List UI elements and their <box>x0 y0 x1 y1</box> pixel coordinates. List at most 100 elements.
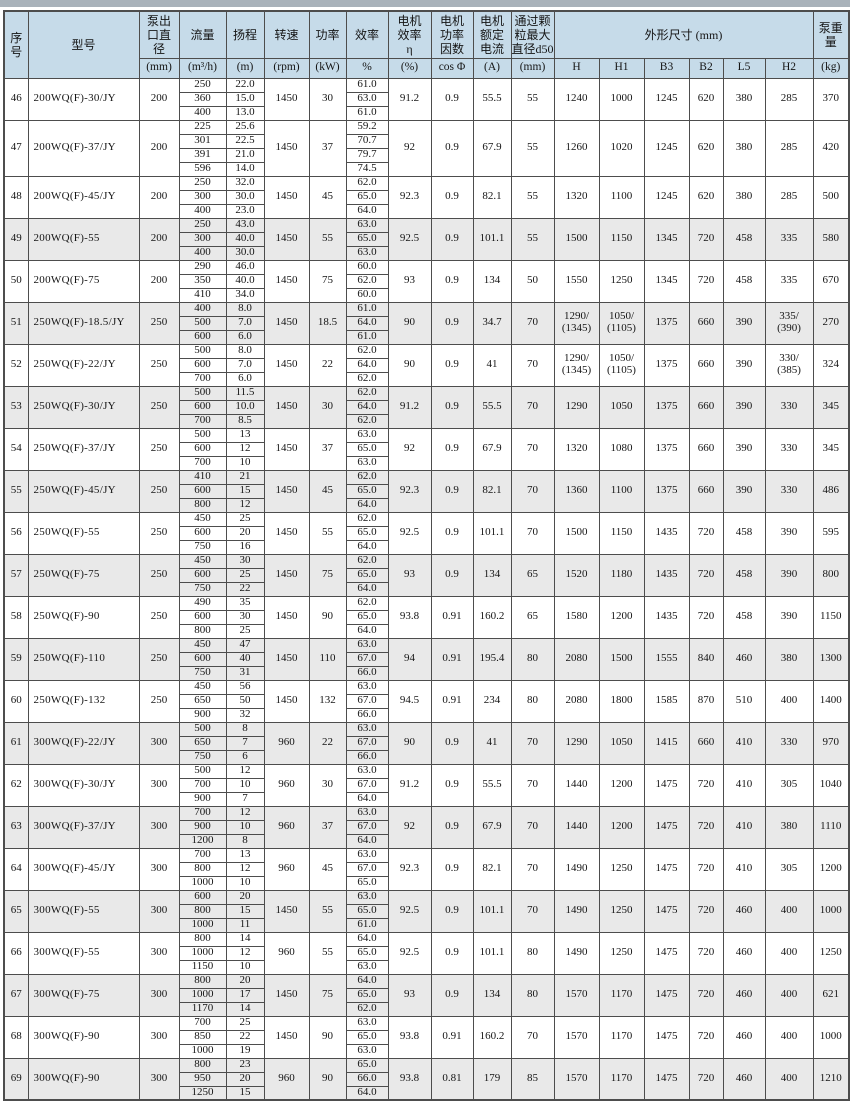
cell-outlet-diameter: 300 <box>138 973 180 1017</box>
cell-dim-H2: 400 <box>764 1057 814 1101</box>
unit-max-particle: (mm) <box>510 57 555 79</box>
cell-flow: 800 <box>178 1057 227 1073</box>
dim-col-B2: B2 <box>688 57 724 79</box>
cell-dim-B2: 660 <box>688 427 724 471</box>
cell-dim-H: 1320 <box>553 175 600 219</box>
table-row: 61 300WQ(F)-22/JY 300 500 8 960 22 63.0 90 0.9 41 7… <box>3 721 850 765</box>
cell-speed: 1450 <box>263 77 310 121</box>
cell-power-factor: 0.91 <box>430 679 474 723</box>
cell-outlet-diameter: 250 <box>138 553 180 597</box>
col-header-speed: 转速 <box>263 10 310 59</box>
cell-head: 7.0 <box>225 357 265 373</box>
cell-dim-B2: 870 <box>688 679 724 723</box>
pump-spec-table: 序 号 型号 泵出 口直 径 流量 扬程 转速 功率 效率 电机 效率 η 电机… <box>3 10 850 1101</box>
cell-efficiency: 62.0 <box>345 371 389 387</box>
cell-head: 32.0 <box>225 175 265 191</box>
cell-pump-weight: 1000 <box>812 889 850 933</box>
cell-flow: 400 <box>178 245 227 261</box>
cell-dim-H1: 1800 <box>598 679 645 723</box>
cell-dim-H2: 380 <box>764 805 814 849</box>
cell-efficiency: 61.0 <box>345 105 389 121</box>
cell-dim-H1: 1200 <box>598 763 645 807</box>
cell-efficiency: 62.0 <box>345 175 389 191</box>
cell-dim-B3: 1375 <box>643 427 690 471</box>
cell-power: 110 <box>308 637 347 681</box>
cell-dim-B2: 720 <box>688 595 724 639</box>
cell-head: 25 <box>225 511 265 527</box>
cell-head: 20 <box>225 973 265 989</box>
cell-head: 17 <box>225 987 265 1003</box>
cell-speed: 960 <box>263 721 310 765</box>
cell-speed: 1450 <box>263 385 310 429</box>
cell-outlet-diameter: 300 <box>138 1057 180 1101</box>
cell-efficiency: 63.0 <box>345 959 389 975</box>
table-row: 900 10 67.0 <box>4 819 849 835</box>
cell-flow: 300 <box>178 189 227 205</box>
cell-efficiency: 63.0 <box>345 805 389 821</box>
cell-model: 250WQ(F)-45/JY <box>27 469 140 513</box>
cell-efficiency: 65.0 <box>345 987 389 1003</box>
cell-rated-current: 82.1 <box>472 847 512 891</box>
cell-flow: 600 <box>178 441 227 457</box>
cell-motor-efficiency: 92.5 <box>387 889 432 933</box>
table-row: 600 15 65.0 <box>4 483 849 499</box>
table-row: 391 21.0 79.7 <box>4 147 849 163</box>
cell-power-factor: 0.9 <box>430 77 474 121</box>
cell-max-particle: 70 <box>510 847 555 891</box>
cell-max-particle: 50 <box>510 259 555 303</box>
cell-max-particle: 70 <box>510 1015 555 1059</box>
cell-dim-H2: 400 <box>764 1015 814 1059</box>
cell-dim-B3: 1375 <box>643 301 690 345</box>
cell-dim-H1: 1170 <box>598 1057 645 1101</box>
cell-head: 31 <box>225 665 265 681</box>
cell-motor-efficiency: 93 <box>387 553 432 597</box>
cell-flow: 1250 <box>178 1085 227 1101</box>
cell-pump-weight: 1150 <box>812 595 850 639</box>
table-row: 596 14.0 74.5 <box>4 161 849 177</box>
cell-flow: 391 <box>178 147 227 163</box>
cell-rated-current: 55.5 <box>472 763 512 807</box>
cell-serial: 47 <box>3 119 29 177</box>
cell-power: 75 <box>308 259 347 303</box>
cell-flow: 400 <box>178 105 227 121</box>
cell-outlet-diameter: 250 <box>138 301 180 345</box>
cell-max-particle: 70 <box>510 385 555 429</box>
cell-motor-efficiency: 92.3 <box>387 469 432 513</box>
cell-power-factor: 0.9 <box>430 175 474 219</box>
table-row: 500 7.0 64.0 <box>4 315 849 331</box>
col-header-power-factor: 电机 功率 因数 <box>430 10 474 59</box>
cell-rated-current: 82.1 <box>472 469 512 513</box>
cell-head: 13.0 <box>225 105 265 121</box>
cell-motor-efficiency: 94.5 <box>387 679 432 723</box>
cell-motor-efficiency: 93 <box>387 973 432 1017</box>
cell-efficiency: 62.0 <box>345 511 389 527</box>
cell-dim-L5: 410 <box>722 847 766 891</box>
table-row: 67 300WQ(F)-75 300 800 20 1450 75 64.0 93 0.9 134 8… <box>3 973 850 1017</box>
cell-flow: 900 <box>178 819 227 835</box>
col-header-efficiency: 效率 <box>345 10 389 59</box>
cell-flow: 1000 <box>178 875 227 891</box>
cell-dim-L5: 390 <box>722 343 766 387</box>
cell-flow: 800 <box>178 623 227 639</box>
cell-dim-H: 1260 <box>553 119 600 177</box>
cell-max-particle: 70 <box>510 763 555 807</box>
cell-model: 300WQ(F)-55 <box>27 931 140 975</box>
cell-dim-H2: 400 <box>764 679 814 723</box>
cell-model: 250WQ(F)-132 <box>27 679 140 723</box>
cell-pump-weight: 595 <box>812 511 850 555</box>
cell-flow: 500 <box>178 763 227 779</box>
cell-rated-current: 101.1 <box>472 931 512 975</box>
cell-model: 200WQ(F)-55 <box>27 217 140 261</box>
cell-speed: 1450 <box>263 175 310 219</box>
cell-dim-H2: 305 <box>764 763 814 807</box>
cell-head: 21 <box>225 469 265 485</box>
cell-outlet-diameter: 250 <box>138 511 180 555</box>
cell-outlet-diameter: 250 <box>138 469 180 513</box>
cell-efficiency: 64.0 <box>345 399 389 415</box>
cell-efficiency: 66.0 <box>345 749 389 765</box>
cell-flow: 500 <box>178 315 227 331</box>
cell-flow: 700 <box>178 1015 227 1031</box>
cell-serial: 64 <box>3 847 29 891</box>
cell-power: 45 <box>308 847 347 891</box>
cell-speed: 960 <box>263 931 310 975</box>
